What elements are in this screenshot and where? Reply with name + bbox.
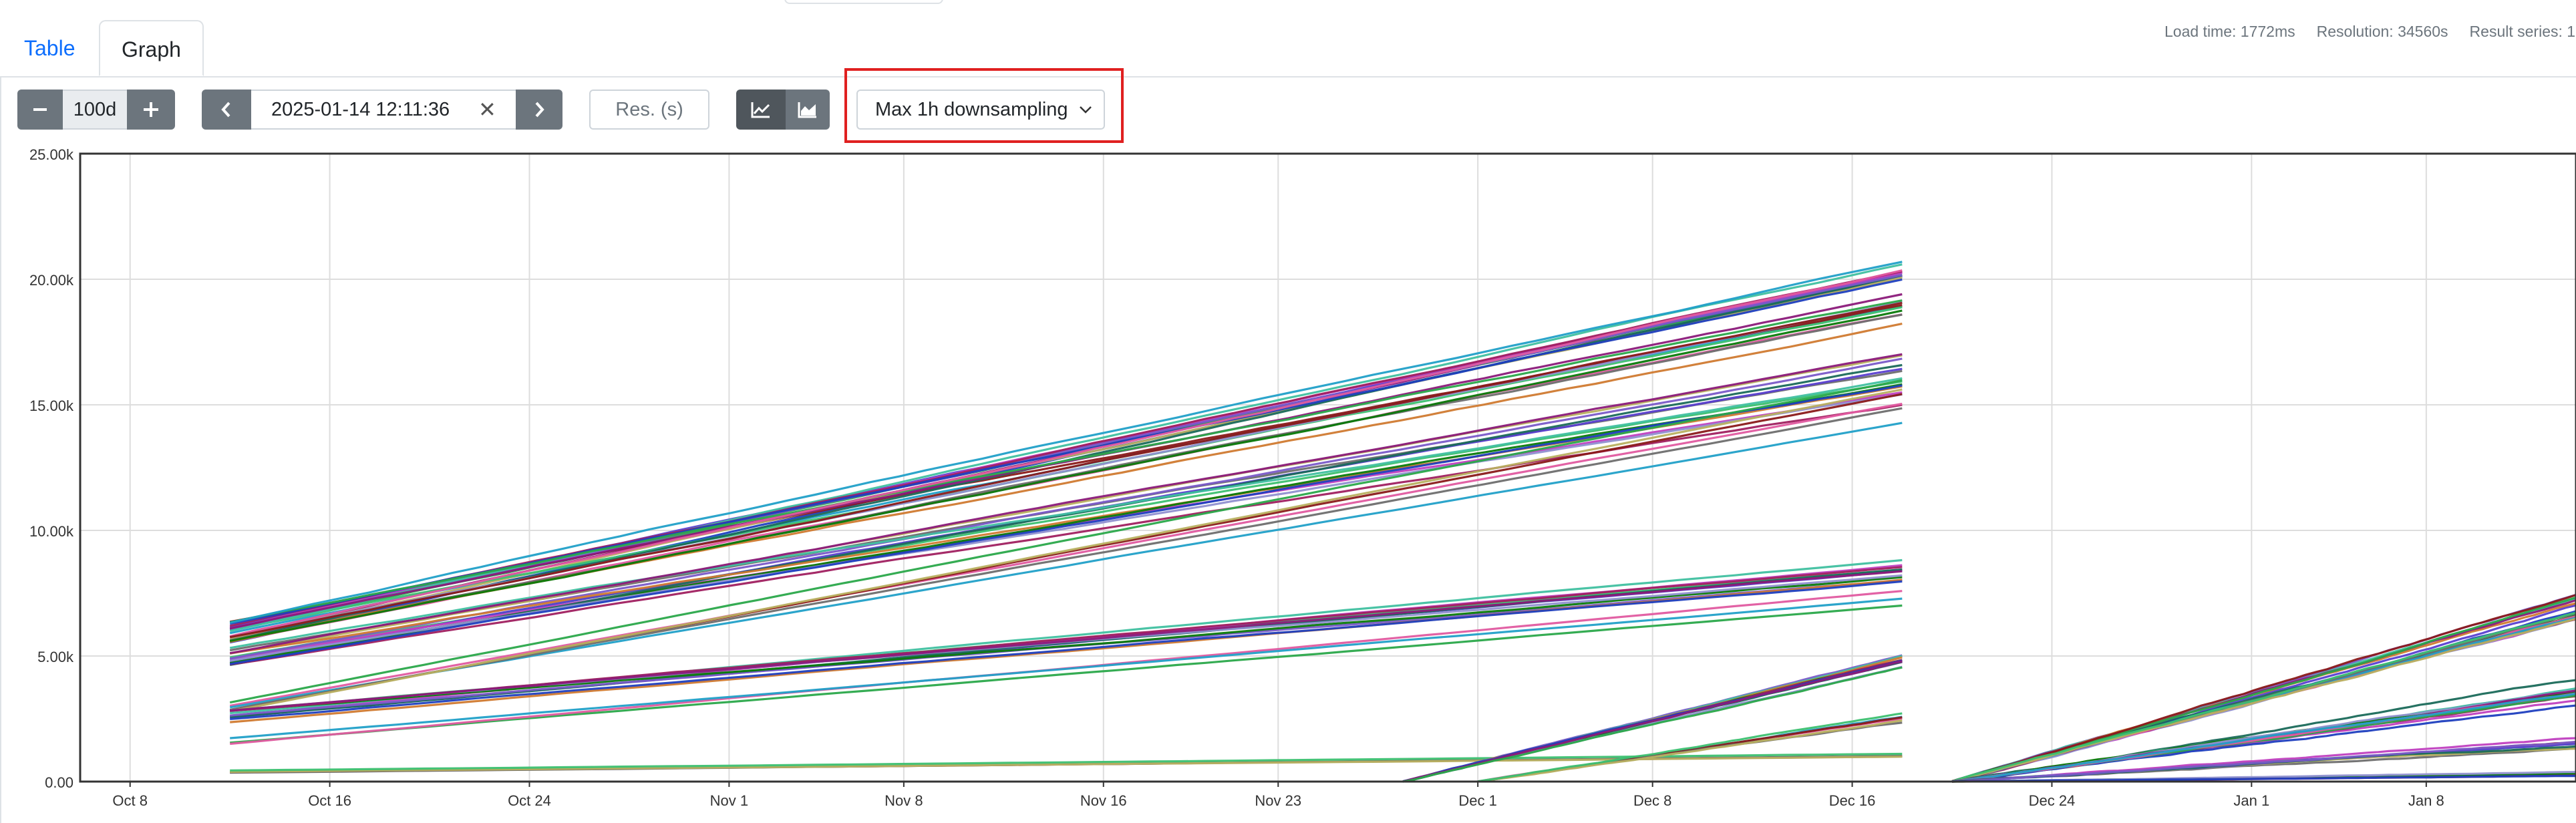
y-tick-label: 25.00k <box>29 146 74 163</box>
chevron-left-icon <box>221 102 230 118</box>
series-line <box>229 274 1903 631</box>
y-tick-label: 0.00 <box>45 774 73 791</box>
series-line <box>229 388 1903 713</box>
series-line <box>1951 611 2576 783</box>
y-tick-label: 10.00k <box>29 523 74 540</box>
series-line <box>1951 594 2576 783</box>
series-line <box>229 261 1903 624</box>
x-tick-label: Dec 16 <box>1829 792 1876 809</box>
tab-bar: Table Graph Load time: 1772ms Resolution:… <box>0 0 2576 77</box>
minus-icon <box>33 108 47 111</box>
clear-icon[interactable]: ✕ <box>478 98 496 122</box>
unstacked-chart-button[interactable] <box>736 90 786 130</box>
range-increase-button[interactable] <box>127 90 175 130</box>
chevron-down-icon <box>1080 106 1092 114</box>
y-axis-labels: 0.00 5.00k 10.00k 15.00k 20.00k 25.00k <box>29 146 74 791</box>
query-stats: Load time: 1772ms Resolution: 34560s Resul… <box>2164 23 2576 41</box>
resolution-input[interactable]: Res. (s) <box>589 90 709 130</box>
load-time: Load time: 1772ms <box>2164 23 2295 40</box>
x-tick-label: Nov 8 <box>884 792 923 809</box>
series-line <box>229 407 1903 711</box>
tab-graph[interactable]: Graph <box>99 20 204 76</box>
series-line <box>229 301 1903 639</box>
series-line <box>1402 666 1903 783</box>
x-tick-label: Dec 8 <box>1633 792 1671 809</box>
series-line <box>229 323 1903 643</box>
series-line <box>1951 617 2576 783</box>
x-tick-label: Nov 1 <box>710 792 748 809</box>
series-line <box>230 752 1903 772</box>
range-decrease-button[interactable] <box>17 90 63 130</box>
series-line <box>229 354 1903 655</box>
series-line <box>230 756 1903 773</box>
series-line <box>1477 719 1903 783</box>
highlight-box <box>844 68 1124 143</box>
x-tick-label: Nov 16 <box>1080 792 1127 809</box>
series-line <box>229 353 1903 655</box>
series-line <box>229 384 1903 665</box>
series-line <box>1477 712 1903 783</box>
series-line <box>230 580 1903 720</box>
x-tick-label: Jan 1 <box>2233 792 2269 809</box>
graph-panel <box>0 76 2576 823</box>
series-line <box>229 379 1903 704</box>
chart-series <box>229 261 2576 783</box>
series-line <box>1951 774 2576 783</box>
series-line <box>1402 660 1903 783</box>
chevron-right-icon <box>535 102 544 118</box>
stacked-chart-button[interactable] <box>786 90 830 130</box>
y-tick-label: 15.00k <box>29 397 74 414</box>
series-line <box>229 402 1903 707</box>
area-chart-icon <box>798 102 816 118</box>
series-line <box>230 604 1903 744</box>
end-time-forward-button[interactable] <box>516 90 562 130</box>
x-tick-label: Dec 24 <box>2029 792 2076 809</box>
x-tick-label: Dec 1 <box>1458 792 1496 809</box>
end-time-value: 2025-01-14 12:11:36 <box>271 98 450 120</box>
x-tick-label: Jan 8 <box>2408 792 2444 809</box>
series-line <box>229 293 1903 630</box>
series-line <box>229 269 1903 638</box>
series-line <box>230 597 1903 739</box>
series-line <box>1951 692 2576 783</box>
series-line <box>229 263 1903 633</box>
x-tick-label: Nov 23 <box>1255 792 1301 809</box>
y-tick-label: 5.00k <box>37 649 74 665</box>
series-line <box>230 576 1903 712</box>
x-axis-labels: Oct 8 Oct 16 Oct 24 Nov 1 Nov 8 Nov 16 Nov 23 D… <box>112 792 2444 809</box>
end-time-back-button[interactable] <box>202 90 251 130</box>
series-line <box>1951 740 2576 783</box>
plus-icon <box>144 102 158 117</box>
range-input[interactable]: 100d <box>63 90 127 130</box>
line-chart-icon <box>751 102 770 118</box>
tab-table[interactable]: Table <box>24 36 75 60</box>
downsampling-select[interactable]: Max 1h downsampling <box>856 90 1105 130</box>
x-tick-label: Oct 16 <box>308 792 351 809</box>
resolution-stat: Resolution: 34560s <box>2316 23 2448 40</box>
y-tick-label: 20.00k <box>29 272 74 289</box>
series-line <box>229 309 1903 643</box>
end-time-input[interactable]: 2025-01-14 12:11:36 ✕ <box>251 90 516 130</box>
series-line <box>229 299 1903 624</box>
series-line <box>229 377 1903 649</box>
downsampling-value: Max 1h downsampling <box>875 98 1068 120</box>
x-tick-label: Oct 8 <box>112 792 148 809</box>
plot-frame <box>79 152 2576 783</box>
x-tick-label: Oct 24 <box>508 792 551 809</box>
result-series-stat: Result series: 1 <box>2469 23 2576 40</box>
series-line <box>230 570 1903 712</box>
